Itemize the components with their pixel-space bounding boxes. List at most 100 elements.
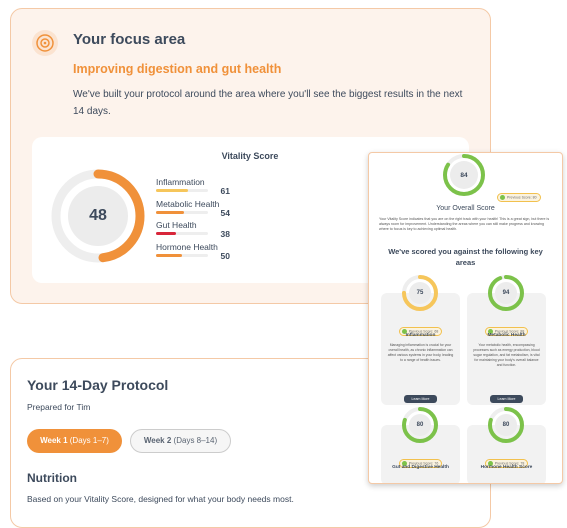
area-name: Gut and Digestive Health bbox=[392, 465, 449, 470]
gauge-inner bbox=[450, 161, 478, 189]
overall-title: Your Overall Score bbox=[436, 205, 495, 212]
overall-description: Your Vitality Score indicates that you a… bbox=[379, 217, 550, 231]
section-title: Nutrition bbox=[27, 471, 77, 485]
gauge-inner bbox=[409, 414, 431, 436]
page: {"focus": {"title": "Your focus area", "… bbox=[10, 8, 563, 528]
metric-row: Metabolic Health 54 bbox=[156, 198, 230, 218]
previous-text: Previous Score: 76 bbox=[408, 461, 439, 465]
area-card: 75 Previous Score: 68 Inflammation Managing… bbox=[381, 275, 460, 405]
metric-value: 54 bbox=[220, 207, 230, 218]
gauge-arc bbox=[443, 154, 485, 196]
metric-track bbox=[156, 210, 208, 214]
areas-heading: We've scored you against the following k… bbox=[388, 247, 543, 267]
area-name: Metabolic Health bbox=[487, 333, 526, 338]
metric-track bbox=[156, 253, 208, 257]
area-description: Your metabolic health, encompassing proc… bbox=[473, 343, 540, 367]
pill-dot bbox=[487, 328, 493, 334]
area-name: Inflammation bbox=[405, 333, 436, 338]
metric-bar bbox=[156, 253, 182, 257]
previous-score: Previous Score: 78 bbox=[484, 458, 529, 468]
week-tab[interactable]: Week 2 (Days 8–14) bbox=[130, 429, 231, 453]
gauge bbox=[402, 407, 438, 443]
focus-description: We've built your protocol around the are… bbox=[73, 89, 463, 117]
area-description: Managing inflammation is crucial for you… bbox=[387, 343, 454, 362]
metric-name: Hormone Health bbox=[156, 241, 218, 252]
metric-value: 61 bbox=[220, 186, 230, 196]
previous-text: Previous Score: 68 bbox=[408, 329, 439, 333]
prepared-for: Prepared for Tim bbox=[27, 402, 91, 412]
previous-score: Previous Score: 88 bbox=[484, 326, 529, 336]
area-gauge: 80 bbox=[400, 405, 440, 445]
overall-gauge: 84 bbox=[442, 153, 486, 197]
button-wrap: Learn More bbox=[467, 387, 546, 405]
previous-score: Previous Score: 76 bbox=[398, 458, 443, 468]
gauge-inner bbox=[495, 414, 517, 436]
previous-text: Previous Score: 80 bbox=[507, 195, 537, 199]
gauge bbox=[443, 154, 485, 196]
button-wrap: Learn More bbox=[381, 387, 460, 405]
area-score: 80 bbox=[416, 422, 424, 428]
metric-value: 50 bbox=[220, 250, 230, 261]
week-tab[interactable]: Week 1 (Days 1–7) bbox=[27, 429, 122, 453]
tab-range: (Days 1–7) bbox=[69, 436, 109, 445]
previous-score: Previous Score: 80 bbox=[497, 192, 541, 202]
area-score: 80 bbox=[502, 422, 510, 428]
metric-row: Inflammation 61 bbox=[156, 177, 230, 196]
learn-more-button[interactable]: Learn More bbox=[403, 395, 438, 403]
previous-wrap: Previous Score: 76 bbox=[381, 451, 460, 469]
gauge bbox=[488, 407, 524, 443]
metric-track bbox=[156, 232, 208, 235]
previous-score: Previous Score: 68 bbox=[398, 326, 443, 336]
report-preview: 84 Previous Score: 80 Your Overall Score… bbox=[368, 152, 563, 484]
area-gauge: 80 bbox=[486, 405, 526, 445]
metric-bar bbox=[156, 189, 188, 192]
focus-icon bbox=[32, 30, 58, 56]
area-gauge: 75 bbox=[400, 273, 440, 313]
section-text: Based on your Vitality Score, designed f… bbox=[27, 494, 294, 504]
tab-range: (Days 8–14) bbox=[173, 436, 218, 445]
metric-name: Inflammation bbox=[156, 177, 205, 187]
tab-label: Week 1 bbox=[40, 436, 68, 445]
area-card: 94 Previous Score: 88 Metabolic Health Your… bbox=[467, 275, 546, 405]
metric-bar bbox=[156, 232, 176, 235]
gauge-inner bbox=[68, 186, 128, 246]
gauge-arc bbox=[51, 169, 145, 263]
gauge-arc bbox=[402, 275, 438, 311]
overall-score: 84 bbox=[460, 171, 468, 179]
vitality-gauge: 48 bbox=[50, 168, 146, 264]
focus-subtitle: Improving digestion and gut health bbox=[73, 62, 282, 76]
tab-label: Week 2 bbox=[143, 436, 172, 445]
focus-title: Your focus area bbox=[73, 31, 186, 48]
metric-row: Gut Health 38 bbox=[156, 220, 230, 239]
metric-name: Metabolic Health bbox=[156, 198, 220, 209]
gauge-inner bbox=[409, 282, 431, 304]
area-score: 75 bbox=[416, 290, 424, 296]
vitality-title: Vitality Score bbox=[221, 151, 279, 161]
gauge bbox=[488, 275, 524, 311]
gauge-arc bbox=[488, 275, 524, 311]
pill-dot bbox=[401, 460, 407, 466]
metric-bar bbox=[156, 210, 185, 214]
gauge-arc bbox=[402, 407, 438, 443]
gauge-arc bbox=[488, 407, 524, 443]
area-card: 80 Previous Score: 76 Gut and Digestive He… bbox=[381, 407, 460, 483]
previous-wrap: Previous Score: 68 bbox=[381, 319, 460, 337]
gauge bbox=[51, 169, 145, 263]
pill-dot bbox=[401, 328, 407, 334]
area-gauge: 94 bbox=[486, 273, 526, 313]
metric-name: Gut Health bbox=[156, 220, 197, 230]
previous-text: Previous Score: 78 bbox=[494, 461, 525, 465]
metric-track bbox=[156, 189, 208, 192]
gauge-inner bbox=[495, 282, 517, 304]
learn-more-button[interactable]: Learn More bbox=[489, 395, 524, 403]
area-score: 94 bbox=[502, 290, 510, 296]
previous-wrap: Previous Score: 78 bbox=[467, 451, 546, 469]
area-name: Hormone Health Score bbox=[480, 465, 533, 470]
metric-row: Hormone Health 50 bbox=[156, 241, 230, 261]
gauge bbox=[402, 275, 438, 311]
previous-text: Previous Score: 88 bbox=[494, 329, 525, 333]
previous-wrap: Previous Score: 88 bbox=[467, 319, 546, 337]
metric-value: 38 bbox=[220, 229, 230, 239]
pill-dot bbox=[487, 460, 493, 466]
vitality-score: 48 bbox=[89, 207, 107, 224]
